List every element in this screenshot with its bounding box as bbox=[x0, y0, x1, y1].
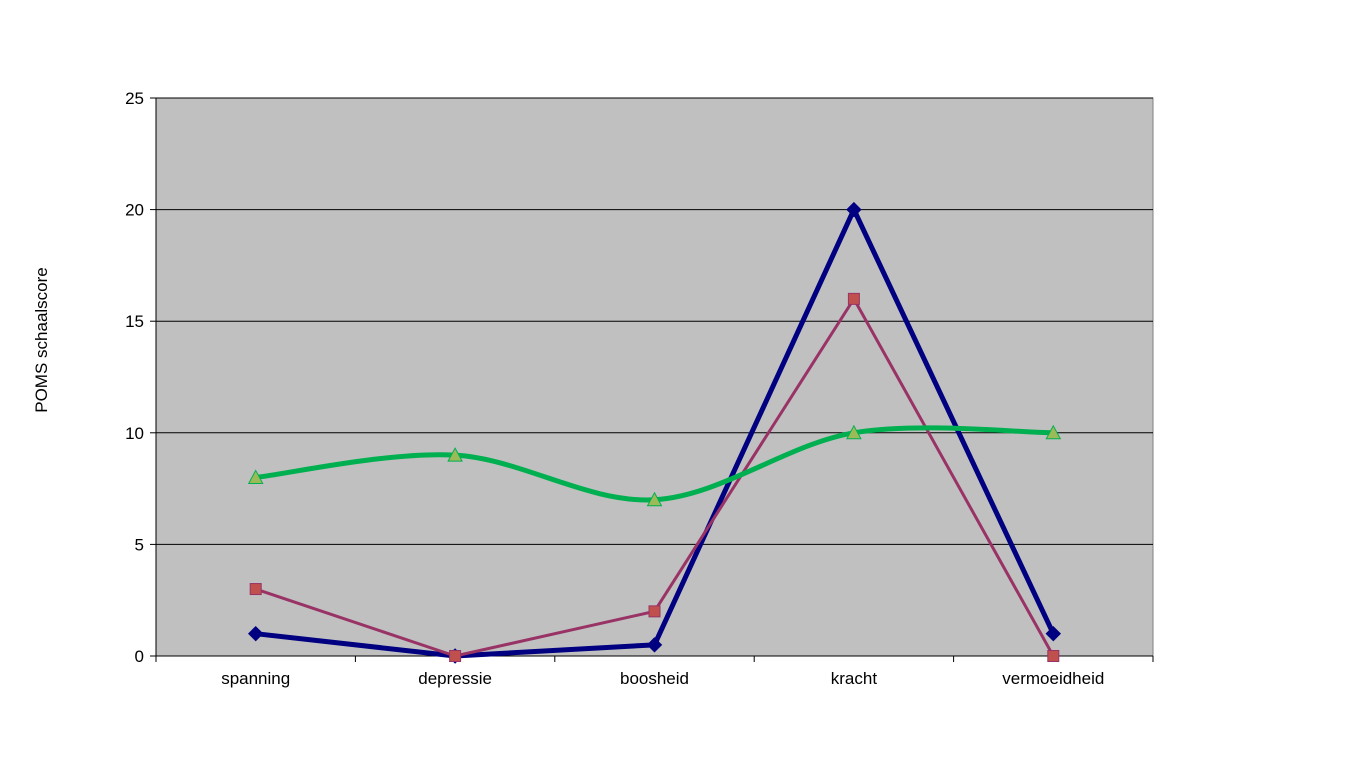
data-point bbox=[247, 625, 264, 642]
y-tick-label: 0 bbox=[135, 647, 144, 666]
x-tick-label: depressie bbox=[418, 669, 492, 688]
x-tick-labels: spanning depressie boosheid kracht vermoeidh… bbox=[221, 669, 1104, 688]
data-point bbox=[846, 201, 862, 218]
y-tick-labels: 0 5 10 15 20 25 bbox=[125, 89, 144, 666]
y-tick-label: 25 bbox=[125, 89, 144, 108]
x-tick-label: spanning bbox=[221, 669, 290, 688]
data-point bbox=[247, 469, 264, 484]
data-point bbox=[249, 583, 262, 596]
data-point bbox=[1045, 424, 1062, 440]
series-2 bbox=[249, 292, 1060, 662]
data-point bbox=[449, 650, 462, 662]
x-tick-label: kracht bbox=[831, 669, 878, 688]
x-tick-label: vermoeidheid bbox=[1002, 669, 1104, 688]
data-point bbox=[646, 637, 663, 653]
x-tick-label: boosheid bbox=[620, 669, 689, 688]
data-point bbox=[847, 292, 860, 305]
y-axis-label: POMS schaalscore bbox=[32, 267, 51, 413]
series-group bbox=[247, 201, 1062, 664]
y-tick-label: 10 bbox=[125, 424, 144, 443]
plot-area bbox=[155, 97, 1154, 657]
data-point bbox=[447, 447, 463, 462]
data-point bbox=[846, 424, 862, 440]
axes bbox=[150, 97, 1154, 662]
data-point bbox=[1047, 650, 1060, 662]
y-tick-label: 20 bbox=[125, 201, 144, 220]
data-point bbox=[648, 605, 661, 618]
data-point bbox=[1045, 625, 1062, 642]
data-point bbox=[646, 491, 663, 507]
series-3 bbox=[247, 424, 1062, 507]
gridlines bbox=[156, 97, 1153, 545]
y-tick-label: 15 bbox=[125, 312, 144, 331]
y-tick-label: 5 bbox=[135, 535, 144, 554]
